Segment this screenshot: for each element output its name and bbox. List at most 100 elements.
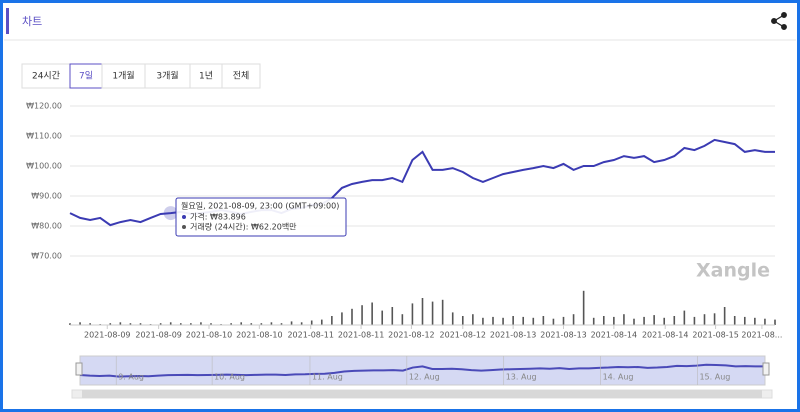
volume-bar (129, 323, 132, 325)
volume-bar (109, 323, 112, 325)
volume-bar (492, 316, 494, 325)
navigator-handle[interactable] (762, 362, 770, 376)
volume-bar (210, 323, 212, 325)
volume-bar (602, 316, 605, 325)
y-tick-label: ₩110.00 (26, 132, 62, 141)
volume-bar (673, 316, 676, 325)
volume-bar (441, 299, 444, 325)
volume-bar (623, 314, 625, 325)
volume-bar (431, 301, 434, 325)
y-tick-label: ₩120.00 (26, 102, 62, 111)
y-tick-label: ₩100.00 (26, 162, 62, 171)
tab[interactable] (101, 63, 146, 89)
volume-bar (119, 322, 122, 325)
volume-bar (401, 314, 404, 325)
volume-bar (643, 316, 645, 325)
x-tick-label: 2021-08-14 (642, 331, 689, 340)
hover-marker (163, 206, 178, 221)
navigator-label: 9. Aug (118, 373, 144, 382)
tab-label[interactable]: 3개월 (156, 70, 178, 82)
volume-bar (310, 320, 313, 325)
tab[interactable] (21, 63, 71, 89)
tooltip-line: 거래량 (24시간): ₩62.20백만 (190, 222, 297, 232)
volume-bar (280, 323, 283, 325)
volume-bar (522, 316, 525, 325)
volume-bar (562, 316, 565, 325)
volume-bar (451, 312, 454, 325)
share-icon[interactable] (771, 12, 787, 30)
volume-bar (200, 322, 202, 325)
y-tick-label: ₩80.00 (31, 222, 62, 231)
x-tick-label: 2021-08-13 (540, 331, 587, 340)
navigator-label: 11. Aug (312, 373, 343, 382)
scrollbar-thumb[interactable] (82, 390, 762, 398)
volume-bar (331, 316, 333, 325)
y-tick-label: ₩90.00 (31, 192, 62, 201)
navigator (79, 355, 766, 386)
volume-bar (683, 310, 686, 325)
tab-label[interactable]: 1개월 (112, 70, 134, 82)
volume-bar (411, 303, 414, 325)
volume-bar (764, 318, 766, 325)
navigator-label: 14. Aug (603, 373, 634, 382)
volume-bar (79, 322, 81, 325)
volume-bar (613, 316, 615, 325)
tab-label[interactable]: 1년 (199, 71, 213, 82)
volume-bar (159, 323, 162, 325)
volume-bar (371, 302, 373, 325)
tab[interactable] (189, 63, 223, 89)
volume-bar (542, 316, 545, 325)
x-tick-label: 2021-08-14 (591, 331, 638, 340)
x-tick-label: 2021-08-09 (135, 331, 182, 340)
volume-bar (663, 317, 666, 325)
tab[interactable] (69, 63, 103, 89)
volume-bar (361, 305, 363, 325)
volume-bar (693, 316, 696, 325)
x-tick-label: 2021-08-11 (287, 331, 334, 340)
x-tick-label: 2021-08-10 (186, 331, 233, 340)
volume-bar (733, 316, 736, 325)
volume-bar (341, 312, 343, 325)
volume-bar (713, 313, 716, 325)
tab-label[interactable]: 전체 (233, 71, 250, 82)
navigator-line (79, 363, 765, 378)
tab[interactable] (221, 63, 261, 89)
volume-bar (633, 318, 635, 325)
navigator-label: 15. Aug (699, 373, 730, 382)
x-tick-label: 2021-08... (741, 331, 782, 340)
volume-bar (260, 323, 263, 325)
tooltip (175, 197, 347, 237)
volume-bar (179, 323, 182, 325)
volume-bar (723, 307, 726, 325)
volume-bar (482, 317, 484, 325)
volume-bar (190, 323, 192, 325)
volume-bar (351, 308, 353, 325)
volume-bar (290, 321, 293, 325)
volume-bar (743, 316, 746, 325)
volume-bar (169, 322, 172, 325)
x-tick-label: 2021-08-15 (692, 331, 739, 340)
volume-bar (250, 323, 253, 325)
volume-bar (703, 314, 706, 325)
volume-bar (774, 319, 776, 325)
volume-bar (572, 314, 575, 325)
header-title: 차트 (22, 15, 42, 28)
tab-label[interactable]: 7일 (79, 71, 93, 82)
volume-bar (512, 316, 514, 325)
navigator-label: 12. Aug (409, 373, 440, 382)
volume-bar (300, 322, 303, 325)
x-tick-label: 2021-08-11 (338, 331, 385, 340)
volume-bar (320, 319, 323, 325)
tab[interactable] (144, 63, 191, 89)
header-accent (6, 8, 9, 34)
volume-bar (653, 315, 655, 325)
volume-bar (472, 314, 474, 325)
navigator-handle[interactable] (75, 362, 83, 376)
volume-bar (69, 323, 71, 325)
tab-label[interactable]: 24시간 (32, 71, 60, 82)
tooltip-bullet (182, 225, 186, 229)
volume-bar (532, 317, 535, 325)
